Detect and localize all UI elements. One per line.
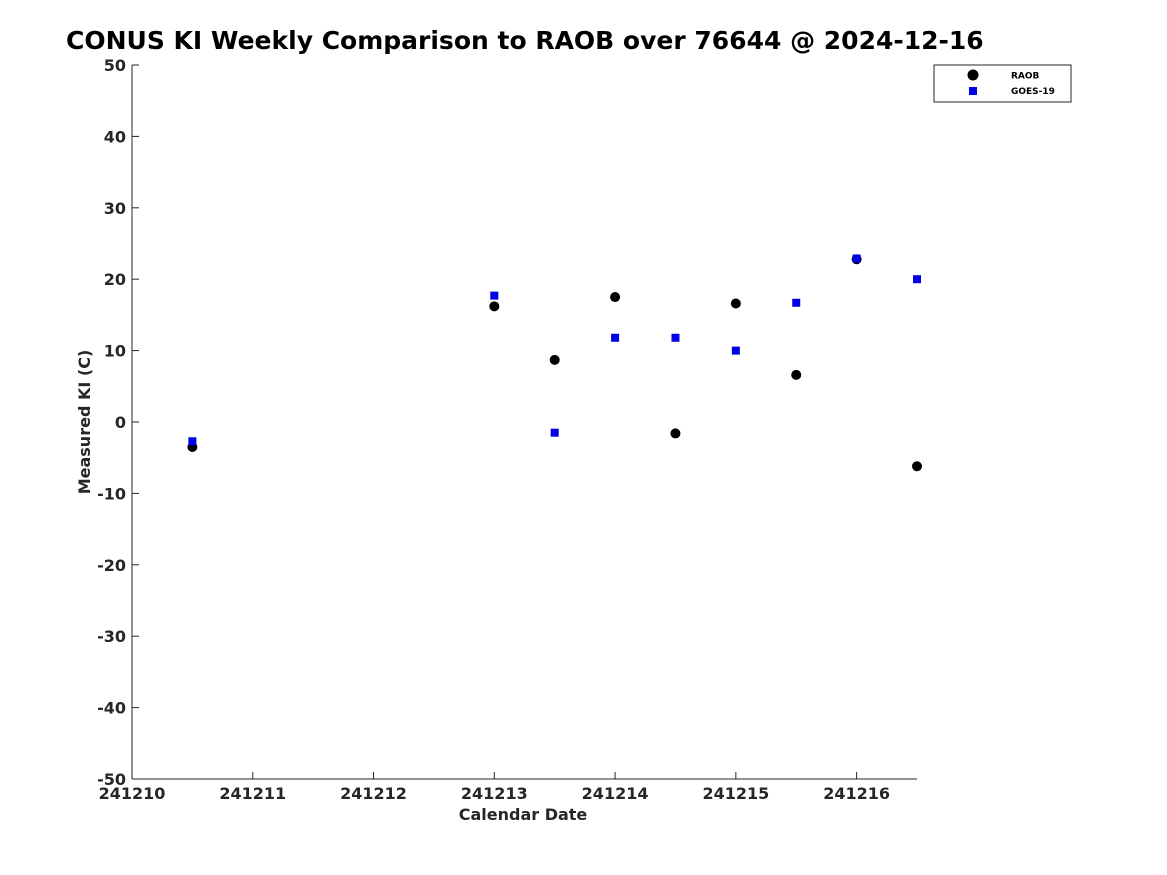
y-tick-label: -40 [97,699,126,718]
y-tick-label: -50 [97,770,126,789]
x-tick-label: 241211 [219,784,286,803]
goes-19-point [913,275,921,284]
legend-raob-marker [967,69,979,81]
x-tick-label: 241212 [340,784,407,803]
x-ticks: 241210 241211 241212 241213 241214 241215 2412… [99,772,890,803]
y-tick-label: -20 [97,556,126,575]
x-axis-title: Calendar Date [459,805,588,824]
x-tick-label: 241213 [461,784,528,803]
y-tick-label: -30 [97,627,126,646]
raob-point [489,301,500,312]
raob-point [912,461,922,472]
y-tick-label: 50 [104,56,126,75]
legend-goes-19-label: GOES-19 [1011,87,1055,97]
goes-19-point [490,291,499,300]
x-tick-label: 241215 [702,784,769,803]
legend-raob-label: RAOB [1011,72,1040,82]
y-tick-label: 0 [115,413,126,432]
raob-point [791,369,802,380]
raob-point [610,292,621,303]
goes-19-point [671,333,680,342]
goes-19-point [731,346,740,355]
goes-19-point [792,298,801,307]
legend-goes-19-marker [969,87,977,95]
raob-point [670,428,681,439]
axes [131,65,917,780]
goes-19-series [188,254,921,446]
x-tick-label: 241216 [823,784,890,803]
y-ticks: 50 40 30 20 10 0 -10 -20 -30 -40 -50 [97,56,139,789]
y-tick-label: 40 [104,127,126,146]
goes-19-point [611,333,620,342]
y-tick-label: 30 [104,199,126,218]
raob-point [549,354,560,365]
y-tick-label: 20 [104,270,126,289]
y-tick-label: 10 [104,342,126,361]
y-axis-title: Measured KI (C) [75,350,94,495]
goes-19-point [550,428,559,437]
x-tick-label: 241214 [582,784,649,803]
chart-title: CONUS KI Weekly Comparison to RAOB over … [66,26,984,55]
legend-box [933,64,1072,103]
x-tick-label: 241210 [99,784,166,803]
raob-series [187,254,922,472]
legend: RAOB GOES-19 [933,64,1072,103]
goes-19-point [188,437,197,446]
y-tick-label: -10 [97,484,126,503]
goes-19-point [852,254,861,263]
raob-point [730,298,741,309]
